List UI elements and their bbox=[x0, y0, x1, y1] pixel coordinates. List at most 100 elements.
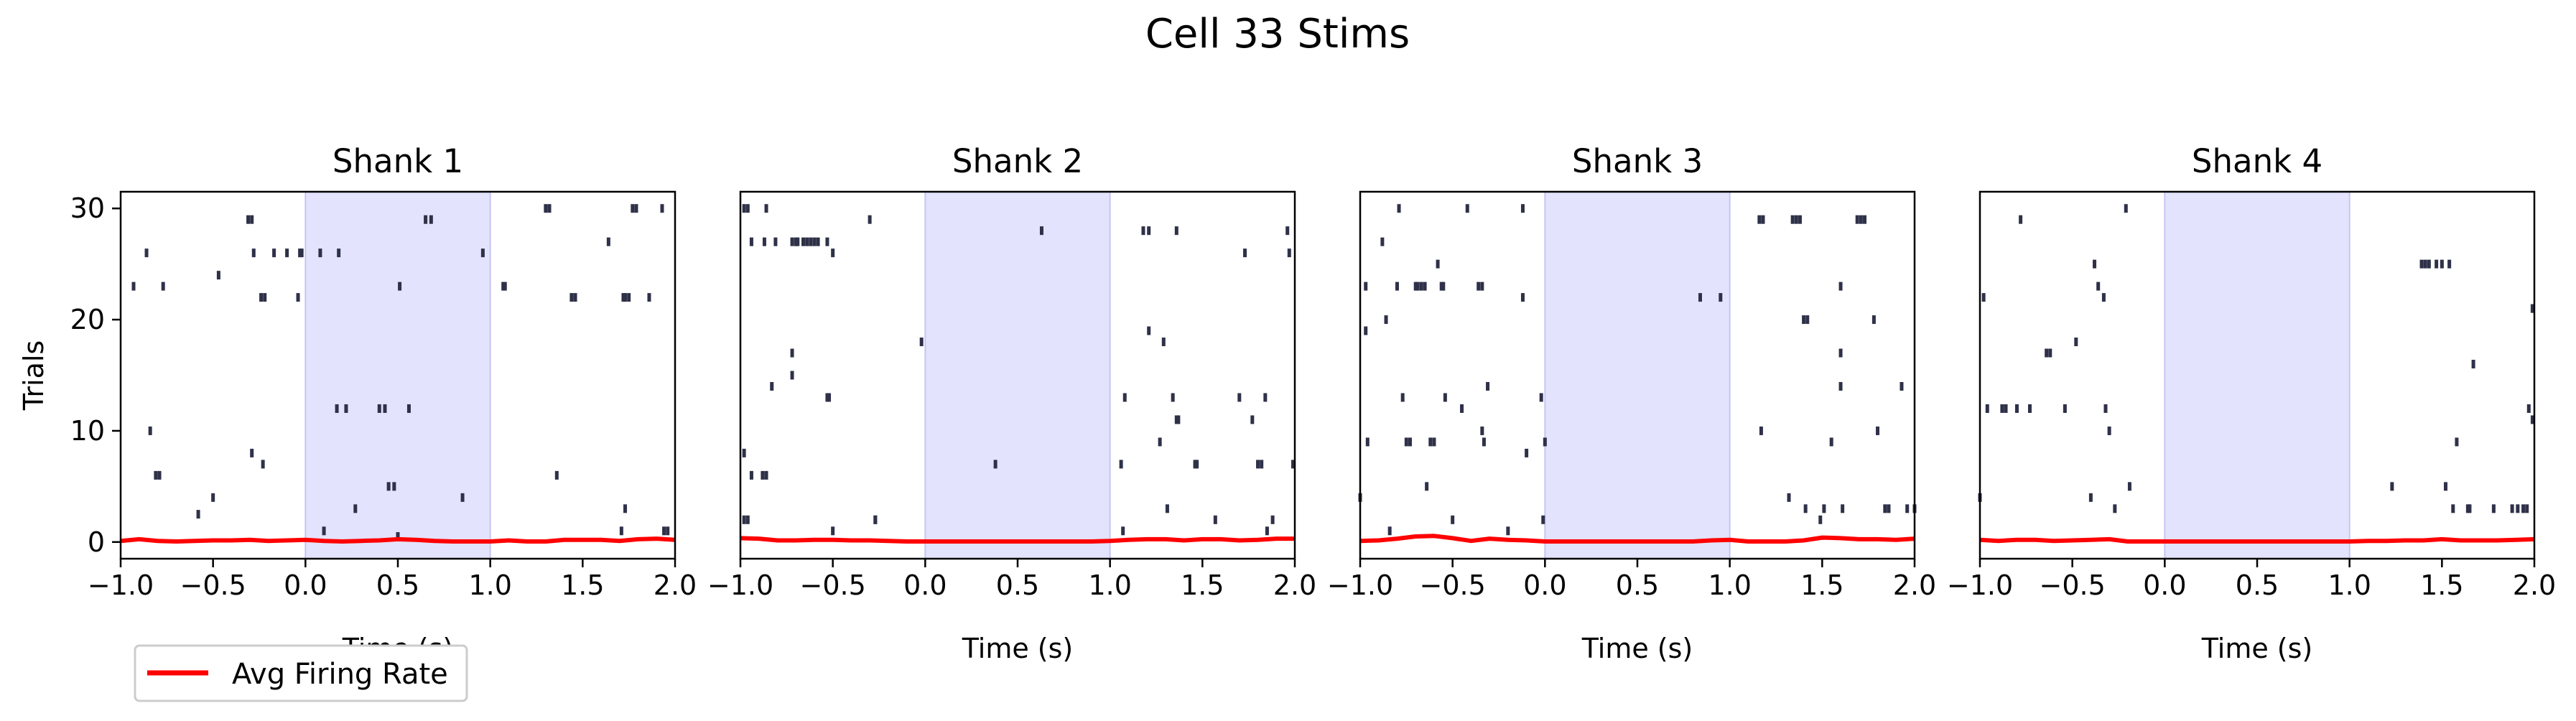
spike-mark bbox=[1841, 504, 1845, 513]
spike-mark bbox=[619, 526, 623, 536]
spike-mark bbox=[406, 404, 411, 413]
spike-mark bbox=[749, 470, 753, 480]
spike-mark bbox=[1195, 460, 1199, 469]
x-tick-label: 1.5 bbox=[1800, 569, 1843, 601]
spike-mark bbox=[634, 204, 638, 213]
x-tick-label: 1.0 bbox=[2328, 569, 2371, 601]
x-tick-label: −0.5 bbox=[180, 569, 246, 601]
spike-mark bbox=[1863, 215, 1867, 224]
spike-mark bbox=[1237, 393, 1242, 402]
spike-mark bbox=[2045, 348, 2049, 358]
avg-firing-rate-line bbox=[1359, 534, 1915, 544]
spike-mark bbox=[383, 404, 387, 413]
spike-mark bbox=[251, 248, 256, 258]
spike-mark bbox=[1428, 437, 1433, 447]
spike-mark bbox=[1263, 393, 1268, 402]
spike-mark bbox=[2491, 504, 2496, 513]
spike-mark bbox=[1443, 393, 1447, 402]
spike-mark bbox=[1757, 215, 1762, 224]
spike-mark bbox=[1486, 381, 1490, 391]
y-tick-label: 30 bbox=[70, 192, 105, 224]
spike-mark bbox=[1387, 526, 1392, 536]
spike-mark bbox=[1480, 426, 1484, 435]
x-tick-label: 0.0 bbox=[903, 569, 947, 601]
spike-mark bbox=[1119, 460, 1123, 469]
spike-mark bbox=[825, 237, 829, 246]
spike-mark bbox=[1838, 348, 1843, 358]
stim-window-shade bbox=[304, 191, 491, 559]
spike-mark bbox=[131, 282, 136, 291]
spike-mark bbox=[662, 526, 666, 536]
spike-mark bbox=[2074, 338, 2078, 347]
spike-mark bbox=[1838, 282, 1843, 291]
spike-mark bbox=[1803, 504, 1808, 513]
spike-mark bbox=[1798, 215, 1802, 224]
avg-firing-rate-line bbox=[740, 536, 1295, 544]
spike-mark bbox=[424, 215, 428, 224]
x-tick-label: 1.0 bbox=[468, 569, 511, 601]
spike-mark bbox=[631, 204, 635, 213]
spike-mark bbox=[2113, 504, 2117, 513]
spike-mark bbox=[2027, 404, 2032, 413]
spike-mark bbox=[1838, 381, 1843, 391]
spike-mark bbox=[296, 293, 300, 302]
spike-mark bbox=[547, 204, 552, 213]
spike-mark bbox=[761, 470, 765, 480]
legend-box bbox=[134, 644, 468, 702]
spike-mark bbox=[2004, 404, 2008, 413]
x-tick-label: 0.5 bbox=[2236, 569, 2279, 601]
spike-mark bbox=[831, 526, 835, 536]
stim-window-shade bbox=[2164, 191, 2351, 559]
x-tick-label: 1.0 bbox=[1088, 569, 1131, 601]
x-tick-label: 2.0 bbox=[1273, 569, 1316, 601]
spike-mark bbox=[1039, 226, 1043, 236]
spike-mark bbox=[1265, 526, 1269, 536]
spike-mark bbox=[1364, 282, 1368, 291]
spike-mark bbox=[1165, 504, 1169, 513]
spike-mark bbox=[1451, 515, 1455, 524]
spike-mark bbox=[1260, 460, 1264, 469]
spike-mark bbox=[2526, 404, 2531, 413]
spike-mark bbox=[2390, 482, 2394, 491]
spike-mark bbox=[1436, 259, 1440, 269]
spike-mark bbox=[2435, 259, 2439, 269]
x-axis-label: Time (s) bbox=[962, 633, 1074, 664]
spike-mark bbox=[544, 204, 548, 213]
spike-mark bbox=[2443, 482, 2447, 491]
spike-mark bbox=[250, 215, 254, 224]
spike-mark bbox=[827, 393, 832, 402]
spike-mark bbox=[623, 293, 628, 302]
spike-mark bbox=[1397, 204, 1401, 213]
spike-mark bbox=[1876, 426, 1880, 435]
stim-window-shade bbox=[1544, 191, 1731, 559]
spike-mark bbox=[377, 404, 381, 413]
spike-mark bbox=[801, 237, 805, 246]
spike-mark bbox=[796, 237, 800, 246]
spike-mark bbox=[742, 204, 746, 213]
avg-firing-rate-line bbox=[120, 536, 676, 544]
spike-mark bbox=[246, 215, 251, 224]
spike-mark bbox=[2427, 259, 2431, 269]
subplot-3: Shank 3 −1.0 −0.5 0.0 0.5 1.0 1.5 2.0 Time (s) bbox=[1327, 142, 1936, 664]
x-tick-label: 1.0 bbox=[1708, 569, 1751, 601]
spike-mark bbox=[623, 504, 628, 513]
spike-mark bbox=[2093, 259, 2097, 269]
x-tick-label: 2.0 bbox=[654, 569, 697, 601]
spike-mark bbox=[660, 204, 664, 213]
spike-mark bbox=[1425, 482, 1429, 491]
spike-mark bbox=[1413, 282, 1418, 291]
spike-mark bbox=[1423, 282, 1427, 291]
spike-mark bbox=[1506, 526, 1510, 536]
spike-mark bbox=[2530, 415, 2534, 424]
stim-window-shade bbox=[924, 191, 1111, 559]
spike-mark bbox=[1419, 282, 1423, 291]
x-tick-label: −1.0 bbox=[88, 569, 154, 601]
spike-mark bbox=[2471, 360, 2475, 369]
spike-mark bbox=[1432, 437, 1436, 447]
spike-mark bbox=[816, 237, 820, 246]
spike-mark bbox=[805, 237, 809, 246]
spike-mark bbox=[1193, 460, 1197, 469]
spike-mark bbox=[1395, 282, 1399, 291]
y-tick-label: 10 bbox=[70, 415, 105, 447]
